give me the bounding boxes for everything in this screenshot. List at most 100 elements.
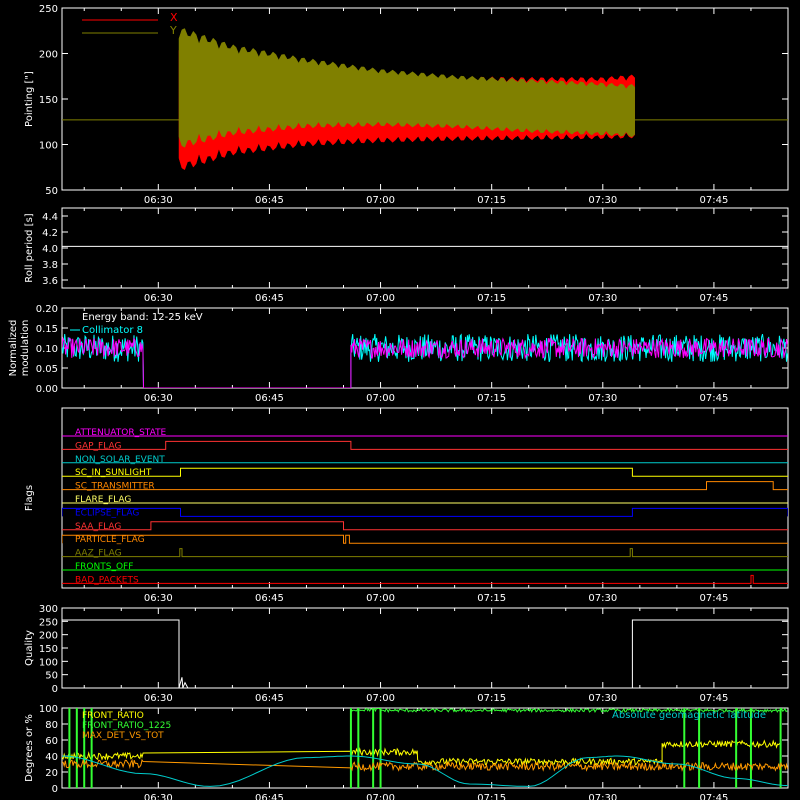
flag-line-sc-transmitter (62, 481, 788, 491)
y-axis-label: Flags (24, 485, 35, 511)
x-tick-label: 07:45 (700, 393, 729, 404)
series-line-front-ratio (62, 739, 781, 767)
x-tick-label: 07:45 (700, 195, 729, 206)
x-tick-label: 07:00 (366, 693, 395, 704)
energy-band-label: Energy band: 12-25 keV (82, 312, 203, 323)
panel-modulation: 06:30 06:45 07:00 07:15 07:30 07:45 0.00 0.05 0.… (8, 304, 789, 404)
y-tick-label: 80 (45, 720, 58, 731)
flag-label-sc-in-sunlight: SC_IN_SUNLIGHT (75, 468, 152, 478)
x-tick-label: 07:15 (477, 693, 506, 704)
x-tick-label: 06:45 (255, 195, 284, 206)
flag-label-bad-packets: BAD_PACKETS (75, 575, 139, 585)
x-tick-label: 06:30 (144, 593, 173, 604)
x-tick-label: 06:45 (255, 593, 284, 604)
panel-ratios: 06:30 06:45 07:00 07:15 07:30 07:45 0 20 40 60 80 1… (24, 704, 789, 800)
x-tick-label: 07:00 (366, 593, 395, 604)
y-tick-label: 3.8 (42, 260, 58, 271)
x-tick-label: 07:15 (477, 293, 506, 304)
x-tick-label: 06:45 (255, 393, 284, 404)
y-tick-label: 250 (39, 617, 58, 628)
series-line-front-ratio-1225 (350, 708, 788, 714)
flag-line-aaz-flag (62, 548, 788, 558)
series-line-max-det-vs-tot (62, 758, 788, 772)
flag-line-particle-flag (62, 534, 788, 544)
x-tick-label: 07:30 (588, 793, 617, 800)
y-tick-label: 40 (45, 752, 58, 763)
y-tick-label: 4.0 (42, 244, 58, 255)
y-tick-label: 0.20 (36, 304, 58, 315)
y-tick-label: 100 (39, 704, 58, 715)
plot-frame (61, 707, 789, 789)
y-tick-label: 0.00 (36, 384, 58, 395)
flag-label-aaz-flag: AAZ_FLAG (75, 549, 122, 559)
x-tick-label: 06:30 (144, 393, 173, 404)
x-tick-label: 07:30 (588, 293, 617, 304)
plot-area (62, 333, 788, 388)
y-tick-label: 60 (45, 736, 58, 747)
legend-label-front-ratio: FRONT_RATIO (82, 711, 144, 721)
y-tick-label: 4.2 (42, 228, 58, 239)
x-tick-label: 07:15 (477, 793, 506, 800)
y-axis-label: Normalized (8, 320, 19, 377)
flag-label-fronts-off: FRONTS_OFF (75, 562, 133, 572)
x-tick-label: 07:15 (477, 593, 506, 604)
legend-label-y: Y (169, 24, 177, 37)
series-line-geomagnetic-latitude (62, 755, 788, 787)
y-tick-label: 0.10 (36, 344, 58, 355)
chart-panels: 06:30 06:45 07:00 07:15 07:30 07:45 50 100 150 20… (8, 4, 789, 800)
x-tick-label: 07:00 (366, 793, 395, 800)
legend-label-collimator: Collimator 8 (82, 325, 143, 336)
flag-label-gap-flag: GAP_FLAG (75, 441, 121, 451)
plot-area (62, 28, 788, 171)
flag-label-sc-transmitter: SC_TRANSMITTER (75, 482, 155, 492)
y-tick-label: 50 (45, 671, 58, 682)
flag-line-saa-flag (62, 521, 788, 531)
y-tick-label: 200 (39, 631, 58, 642)
y-axis-label: Quality (24, 630, 35, 666)
legend-label-max-det-vs-tot: MAX_DET_VS_TOT (82, 731, 164, 741)
y-tick-label: 300 (39, 604, 58, 615)
x-tick-label: 06:45 (255, 293, 284, 304)
flag-line-bad-packets (62, 574, 788, 584)
y-axis-label: modulation (20, 320, 31, 377)
x-tick-label: 07:00 (366, 195, 395, 206)
x-tick-label: 07:00 (366, 393, 395, 404)
x-tick-label: 07:45 (700, 693, 729, 704)
panel-flags: 06:30 06:45 07:00 07:15 07:30 07:45 Flags ATTEN… (24, 407, 789, 604)
x-tick-label: 06:30 (144, 293, 173, 304)
panel-pointing: 06:30 06:45 07:00 07:15 07:30 07:45 50 100 150 20… (24, 4, 789, 206)
panel-quality: 06:30 06:45 07:00 07:15 07:30 07:45 0 50 100 150 2… (24, 604, 789, 704)
flag-label-particle-flag: PARTICLE_FLAG (75, 535, 145, 545)
flag-label-flare-flag: FLARE_FLAG (75, 495, 131, 505)
y-tick-label: 100 (39, 141, 58, 152)
x-tick-label: 07:30 (588, 195, 617, 206)
y-tick-label: 200 (39, 50, 58, 61)
y-tick-label: 50 (45, 186, 58, 197)
x-tick-label: 07:00 (366, 293, 395, 304)
y-tick-label: 0.15 (36, 324, 58, 335)
x-tick-label: 07:15 (477, 393, 506, 404)
x-tick-label: 07:45 (700, 593, 729, 604)
x-tick-label: 07:30 (588, 693, 617, 704)
y-tick-label: 4.4 (42, 212, 58, 223)
legend-label-geomagnetic-latitude: Absolute geomagnetic latitude (612, 710, 766, 721)
flag-line-sc-in-sunlight (62, 467, 788, 477)
flag-label-non-solar-event: NON_SOLAR_EVENT (75, 455, 165, 465)
x-tick-label: 06:45 (255, 793, 284, 800)
x-tick-label: 06:45 (255, 693, 284, 704)
y-tick-label: 250 (39, 4, 58, 15)
y-tick-label: 3.6 (42, 276, 58, 287)
series-line-quality (62, 619, 788, 688)
y-axis-label: Roll period [s] (24, 213, 35, 282)
x-tick-label: 07:45 (700, 793, 729, 800)
y-axis-label: Degrees or % (24, 714, 35, 782)
x-tick-label: 07:30 (588, 593, 617, 604)
flag-line-eclipse-flag (62, 507, 788, 517)
y-axis-label: Pointing ["] (24, 71, 35, 127)
y-tick-label: 0 (52, 784, 58, 795)
legend-label-x: X (170, 11, 178, 24)
plot-frame (61, 407, 789, 589)
flag-label-eclipse-flag: ECLIPSE_FLAG (75, 508, 139, 518)
y-tick-label: 150 (39, 644, 58, 655)
